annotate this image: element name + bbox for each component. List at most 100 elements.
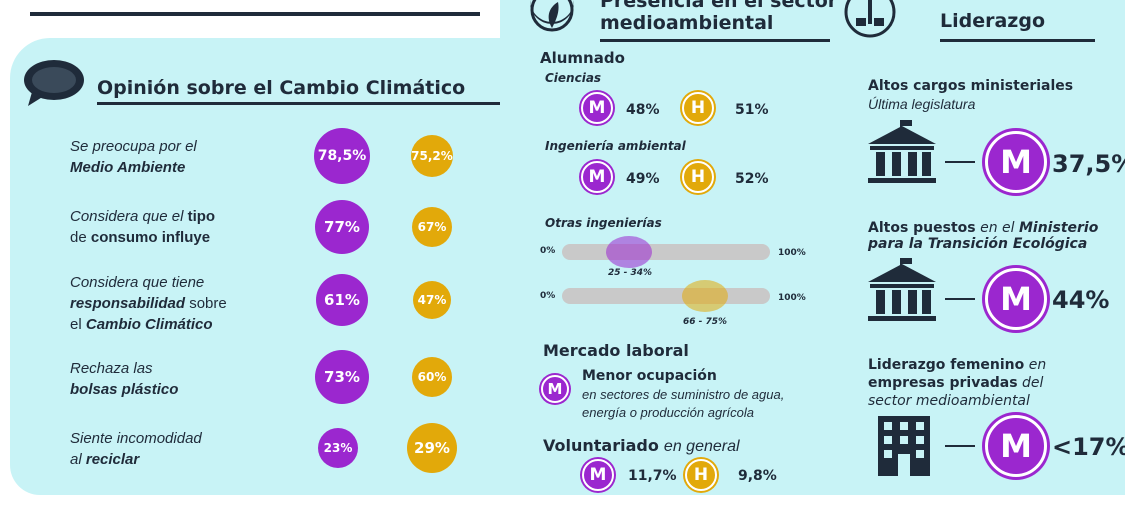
building-icon bbox=[868, 258, 936, 321]
text: Medio Ambiente bbox=[70, 159, 186, 176]
presence-title: Presencia en el sector bbox=[600, 0, 838, 12]
text: Rechaza las bbox=[70, 360, 153, 377]
text: Liderazgo femenino bbox=[868, 357, 1025, 373]
women-pct: 23% bbox=[318, 428, 358, 468]
text: de bbox=[70, 229, 87, 246]
item-title: Altos puestos en el Ministerio para la Tr… bbox=[868, 220, 1098, 252]
women-pct: 78,5% bbox=[314, 128, 370, 184]
bar-max: 100% bbox=[778, 248, 806, 258]
panel-bg bbox=[10, 38, 1125, 495]
men-pct: 52% bbox=[735, 171, 769, 187]
office-icon bbox=[878, 416, 930, 476]
text: Cambio Climático bbox=[85, 316, 213, 333]
item-value: 37,5% bbox=[1052, 150, 1125, 178]
women-pct: 77% bbox=[315, 200, 369, 254]
arrow bbox=[945, 161, 975, 163]
women-pct: 49% bbox=[626, 171, 660, 187]
men-pct: 9,8% bbox=[738, 468, 777, 484]
panel-bg-top bbox=[500, 0, 1125, 60]
text: Voluntariado bbox=[543, 436, 659, 455]
text: en el bbox=[980, 220, 1015, 236]
text: Considera que el bbox=[70, 208, 184, 225]
text: sobre bbox=[189, 295, 227, 312]
women-icon: M bbox=[582, 459, 614, 491]
women-icon: M bbox=[985, 415, 1047, 477]
group-name: Ingeniería ambiental bbox=[545, 139, 686, 153]
bar-min: 0% bbox=[540, 246, 556, 256]
text: sector medioambiental bbox=[868, 393, 1030, 409]
men-icon: H bbox=[685, 459, 717, 491]
women-pct: 73% bbox=[315, 350, 369, 404]
men-icon: H bbox=[682, 92, 714, 124]
row-label: Rechaza las bolsas plástico bbox=[70, 358, 178, 400]
text: empresas privadas bbox=[868, 375, 1018, 391]
text: Se preocupa por el bbox=[70, 138, 197, 155]
opinion-title: Opinión sobre el Cambio Climático bbox=[97, 77, 466, 99]
women-icon: M bbox=[581, 161, 613, 193]
item-title: Altos cargos ministeriales bbox=[868, 78, 1074, 94]
row-label: Considera que tiene responsabilidad sobre… bbox=[70, 272, 227, 335]
text: Siente incomodidad bbox=[70, 430, 202, 447]
leaf-icon bbox=[530, 0, 574, 32]
row-label: Siente incomodidad al reciclar bbox=[70, 428, 202, 470]
item-value: 44% bbox=[1052, 286, 1110, 314]
text: en general bbox=[663, 438, 740, 455]
arrow bbox=[945, 445, 975, 447]
arrow bbox=[945, 298, 975, 300]
women-pct: 61% bbox=[316, 274, 368, 326]
heading: Alumnado bbox=[540, 49, 625, 67]
text: en bbox=[1028, 357, 1047, 373]
men-icon: H bbox=[682, 161, 714, 193]
labor-text: energía o producción agrícola bbox=[582, 405, 755, 420]
text: para la Transición Ecológica bbox=[868, 236, 1088, 252]
row-label: Se preocupa por el Medio Ambiente bbox=[70, 136, 197, 178]
text: Considera que tiene bbox=[70, 274, 205, 291]
men-pct: 51% bbox=[735, 102, 769, 118]
heading: Voluntariado en general bbox=[543, 436, 740, 456]
rule bbox=[97, 102, 500, 105]
men-pct: 67% bbox=[412, 207, 452, 247]
scale-icon bbox=[844, 0, 896, 38]
labor-text: en sectores de suministro de agua, bbox=[582, 387, 785, 402]
women-pct: 11,7% bbox=[628, 468, 677, 484]
heading: Mercado laboral bbox=[543, 341, 689, 360]
text: tipo bbox=[187, 208, 216, 225]
rule bbox=[940, 39, 1095, 42]
group-name: Ciencias bbox=[545, 71, 602, 85]
men-pct: 29% bbox=[407, 423, 457, 473]
bar-max: 100% bbox=[778, 293, 806, 303]
speech-icon bbox=[24, 60, 84, 106]
row-label: Considera que el tipo de consumo influye bbox=[70, 206, 215, 248]
women-icon: M bbox=[985, 268, 1047, 330]
text: bolsas plástico bbox=[70, 381, 179, 398]
leadership-title: Liderazgo bbox=[940, 10, 1046, 32]
text: del bbox=[1022, 375, 1044, 391]
text: el bbox=[70, 316, 82, 333]
text: Ministerio bbox=[1018, 220, 1099, 236]
women-pct: 48% bbox=[626, 102, 660, 118]
text: al bbox=[70, 451, 82, 468]
item-title: Liderazgo femenino en empresas privadas d… bbox=[868, 356, 1046, 410]
range-bubble bbox=[682, 280, 728, 312]
range-bubble bbox=[606, 236, 652, 268]
text: Altos puestos bbox=[868, 220, 976, 236]
presence-title: medioambiental bbox=[600, 12, 774, 34]
group-name: Otras ingenierías bbox=[545, 216, 662, 230]
top-rule bbox=[30, 12, 480, 16]
men-pct: 47% bbox=[413, 281, 451, 319]
men-pct: 75,2% bbox=[411, 135, 453, 177]
text: reciclar bbox=[85, 451, 140, 468]
range-bar bbox=[562, 288, 770, 304]
women-icon: M bbox=[541, 375, 569, 403]
bar-range: 25 - 34% bbox=[608, 268, 653, 278]
women-icon: M bbox=[985, 131, 1047, 193]
item-value: <17% bbox=[1052, 433, 1125, 461]
bar-range: 66 - 75% bbox=[683, 317, 728, 327]
text: responsabilidad bbox=[70, 295, 186, 312]
labor-heading: Menor ocupación bbox=[582, 368, 717, 384]
item-subtitle: Última legislatura bbox=[868, 96, 976, 112]
women-icon: M bbox=[581, 92, 613, 124]
building-icon bbox=[868, 120, 936, 183]
men-pct: 60% bbox=[412, 357, 452, 397]
